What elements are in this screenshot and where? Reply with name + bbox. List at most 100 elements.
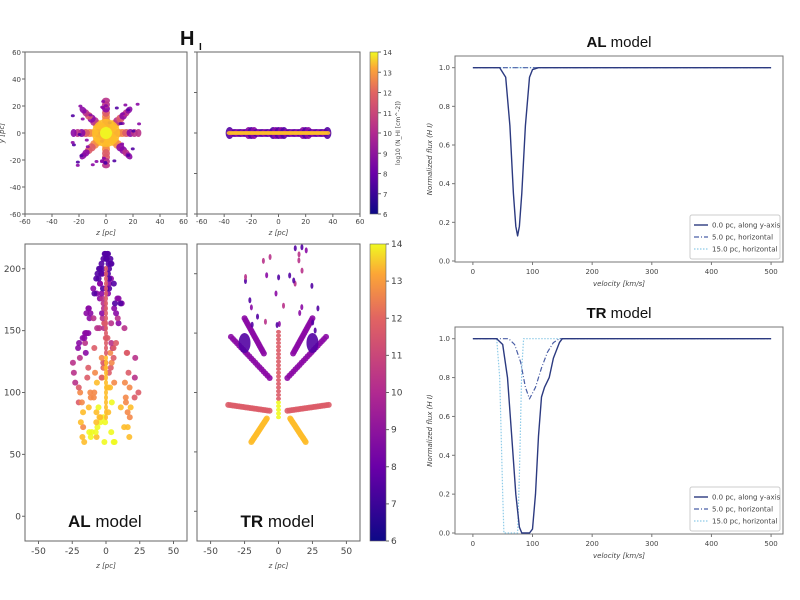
y-tick-label: 0.2 (439, 491, 450, 499)
x-tick-label: -60 (19, 218, 30, 226)
x-tick-label: 300 (645, 540, 658, 548)
heatmap-panel-bottom-right: -50 -25 0 25 50 z [pc] TR model 14 13 12 11 10 9 8 7 6 (194, 240, 403, 570)
heatmap-cell (124, 424, 131, 431)
heatmap-cell (101, 156, 106, 160)
heatmap-cell (104, 310, 108, 317)
x-tick-label: 0 (471, 268, 475, 276)
heatmap-cell (85, 404, 92, 411)
y-tick-label: 0.8 (439, 374, 450, 382)
chart-title-word: model (606, 305, 651, 322)
heatmap-cell (306, 333, 319, 353)
x-tick-label: 300 (645, 268, 658, 276)
heatmap-cell (75, 344, 82, 351)
chart-title: AL model (586, 34, 651, 51)
heatmap-cell (82, 349, 89, 356)
heatmap-cell (97, 280, 104, 287)
heatmap-cell (135, 389, 142, 396)
heatmap-cell (104, 335, 108, 342)
y-tick-label: 0 (15, 512, 21, 522)
heatmap-cell (75, 163, 80, 167)
heatmap-cell (80, 424, 87, 431)
legend-entry: 15.0 pc, horizontal (712, 518, 778, 526)
heatmap-cell (111, 305, 118, 312)
heatmap-cell (256, 313, 260, 320)
heatmap-cell (104, 265, 108, 272)
y-tick-label: 0.8 (439, 103, 450, 111)
heatmap-cell (120, 112, 125, 116)
heatmap-cell (107, 349, 114, 356)
heatmap-cell (108, 340, 115, 346)
heatmap-cell (84, 374, 91, 381)
heatmap-cell (276, 404, 281, 409)
heatmap-cell (83, 310, 90, 317)
heatmap-cell (104, 270, 108, 277)
heatmap-cell (104, 320, 108, 327)
heatmap-cell (98, 374, 105, 381)
heatmap-cell (277, 321, 281, 328)
colorbar-tick-label: 8 (383, 171, 387, 179)
heatmap-cell (126, 153, 131, 157)
heatmap-cell (292, 277, 296, 284)
heatmap-cell (248, 297, 252, 304)
heatmap-cell (90, 163, 95, 167)
y-tick-label: -40 (10, 184, 21, 192)
heatmap-cell (276, 341, 281, 345)
heatmap-panel-bottom-left: -50 -25 0 25 50 200 150 100 50 0 z [pc] AL model (4, 243, 188, 570)
colorbar-tick-label: 10 (383, 130, 392, 138)
y-tick-label: 0.2 (439, 219, 450, 227)
heatmap-cell (260, 350, 267, 357)
y-tick-label: 0.4 (439, 452, 451, 460)
y-tick-label: 60 (12, 49, 21, 57)
series-line-dashdot (472, 338, 772, 400)
heatmap-cell (108, 429, 115, 436)
x-tick-label: 60 (179, 218, 188, 226)
heatmap-cell (98, 310, 105, 317)
heatmap-cell (104, 414, 108, 421)
y-tick-label: 0.4 (439, 180, 451, 188)
heatmap-cell (300, 267, 304, 274)
y-tick-label: 0.0 (439, 258, 450, 266)
heatmap-cell (99, 295, 106, 302)
x-axis-label: z [pc] (95, 229, 116, 237)
heatmap-cell (276, 385, 281, 390)
heatmap-cell (288, 272, 292, 279)
colorbar-tick-label: 14 (391, 240, 403, 250)
heatmap-cell (91, 344, 98, 351)
line-chart-tr: TR model 0 100 200 300 400 500 0.0 0.2 0.4 0.6 0.8 1… (426, 305, 784, 560)
colorbar-tick-label: 7 (391, 500, 397, 510)
y-axis-label: Normalized flux (H I) (426, 123, 434, 196)
heatmap-cell (94, 160, 99, 164)
x-tick-label: -50 (203, 547, 218, 557)
heatmap-cell (104, 379, 108, 386)
heatmap-cell (88, 113, 93, 117)
heatmap-cell (275, 322, 279, 329)
heatmap-cell (126, 384, 133, 391)
x-tick-label: 200 (585, 268, 598, 276)
heatmap-cell (87, 434, 94, 441)
heatmap-cell (104, 315, 108, 322)
model-annotation: AL model (68, 512, 142, 531)
heatmap-cell (104, 374, 108, 381)
colorbar-tick-label: 6 (391, 537, 397, 547)
heatmap-cell (114, 295, 121, 302)
x-tick-label: 40 (156, 218, 165, 226)
heatmap-cell (70, 369, 77, 376)
series-line-solid (472, 67, 772, 237)
colorbar-tick-label: 6 (383, 211, 388, 219)
heatmap-cell (102, 419, 109, 426)
heatmap-cell (98, 270, 105, 277)
heatmap-cell (276, 359, 281, 364)
heatmap-cell (244, 274, 248, 281)
heatmap-cell (297, 257, 301, 264)
heatmap-cell (120, 147, 125, 151)
colorbar-tick-label: 13 (383, 69, 392, 77)
line-chart-al: AL model 0 100 200 300 400 500 0.0 0.2 0.4 0.6 0.8 1… (426, 34, 784, 288)
x-tick-label: -60 (196, 218, 207, 226)
plot-frame (454, 55, 784, 263)
colorbar-tick-label: 13 (391, 277, 402, 287)
legend-entry: 0.0 pc, along y-axis (712, 494, 781, 502)
y-tick-label: 1.0 (439, 64, 450, 72)
y-tick-label: 0.6 (439, 142, 451, 150)
heatmap-cell (249, 304, 253, 311)
